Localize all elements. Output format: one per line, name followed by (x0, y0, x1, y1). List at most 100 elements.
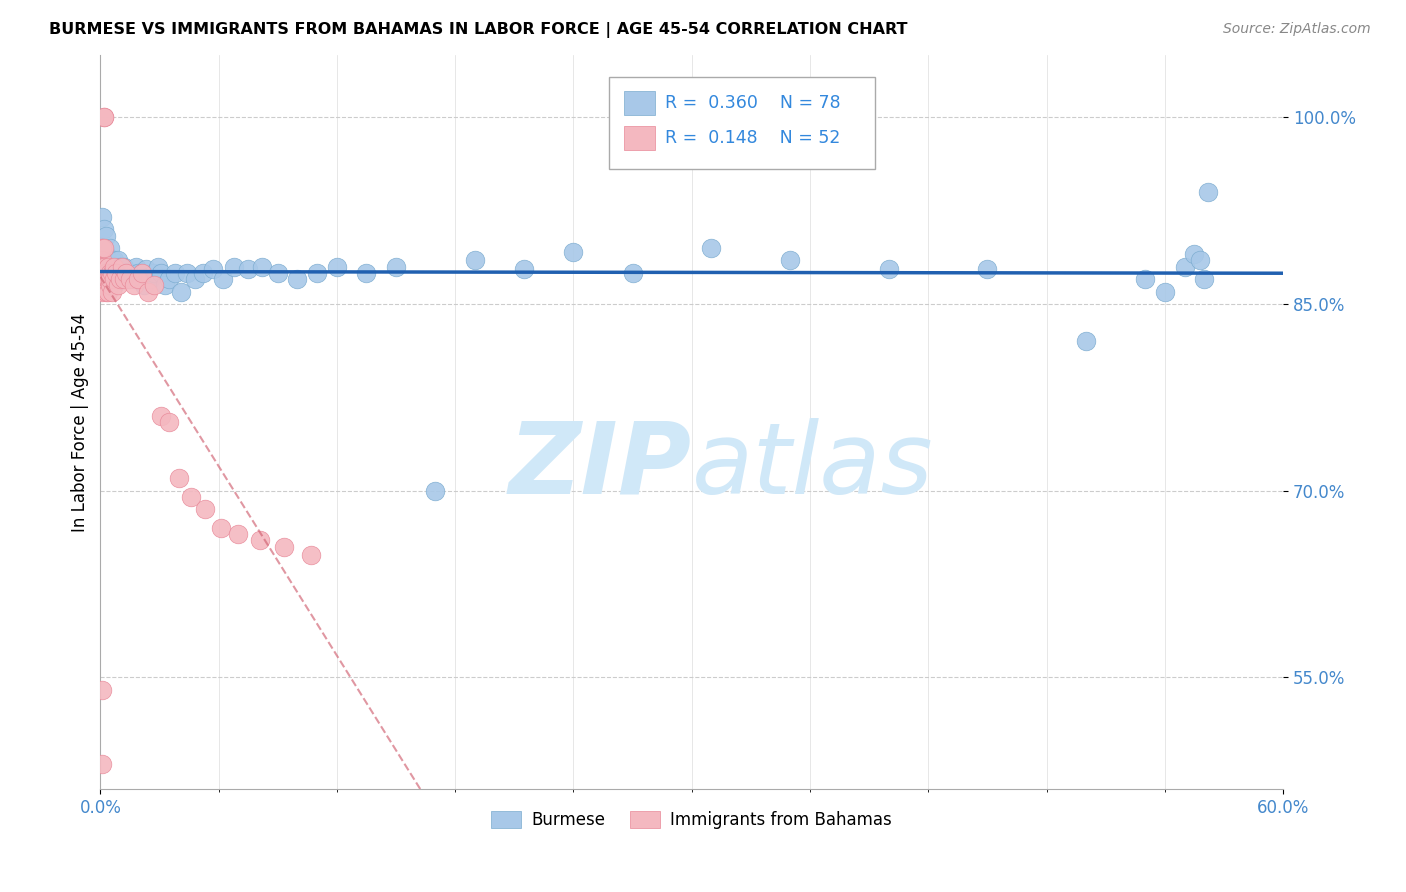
Point (1194, 272, 1216, 286)
Point (779, 253, 801, 268)
Point (98, 278, 121, 293)
Point (209, 521, 232, 535)
Point (700, 241, 723, 255)
Point (98, 266, 121, 280)
Point (96, 266, 118, 280)
Point (93, 111, 115, 125)
Point (93, 272, 115, 286)
FancyBboxPatch shape (624, 127, 655, 150)
Point (117, 272, 139, 286)
Point (1174, 260, 1197, 274)
Y-axis label: In Labor Force | Age 45-54: In Labor Force | Age 45-54 (72, 313, 89, 532)
Point (131, 266, 153, 280)
Text: Source: ZipAtlas.com: Source: ZipAtlas.com (1223, 22, 1371, 37)
Point (157, 415, 180, 429)
Point (107, 266, 129, 280)
Point (118, 272, 141, 286)
Point (91, 253, 114, 268)
Point (157, 272, 180, 286)
Point (249, 533, 271, 548)
Point (97, 272, 120, 286)
Point (111, 266, 134, 280)
Point (621, 266, 644, 280)
Point (105, 266, 128, 280)
Point (103, 260, 125, 274)
Point (1197, 185, 1219, 199)
Point (108, 260, 131, 274)
Point (976, 262, 998, 277)
Point (201, 262, 224, 277)
Point (238, 262, 260, 277)
Point (125, 260, 148, 274)
Point (91, 247, 114, 261)
Point (101, 272, 124, 286)
Point (96, 272, 118, 286)
Point (96, 285, 118, 299)
Point (356, 266, 378, 280)
Point (267, 266, 290, 280)
Point (142, 266, 165, 280)
Point (103, 266, 125, 280)
Point (273, 540, 295, 554)
Point (127, 272, 149, 286)
Point (91, 241, 114, 255)
Point (97, 260, 120, 274)
Point (93, 278, 115, 293)
Point (91, 682, 114, 697)
Point (155, 278, 177, 293)
Point (122, 278, 145, 293)
Point (112, 272, 135, 286)
Point (136, 269, 159, 284)
Point (93, 260, 115, 274)
Point (128, 272, 150, 286)
Point (108, 272, 131, 286)
Point (115, 266, 138, 280)
Point (299, 549, 322, 563)
Point (121, 266, 143, 280)
Point (91, 757, 114, 772)
Point (103, 253, 125, 268)
Point (105, 272, 128, 286)
Point (1074, 334, 1097, 349)
Point (118, 266, 141, 280)
Point (135, 262, 157, 277)
Point (191, 266, 214, 280)
Point (91, 272, 114, 286)
FancyBboxPatch shape (609, 78, 875, 169)
Point (287, 272, 309, 286)
Point (122, 272, 145, 286)
Point (150, 266, 173, 280)
Point (165, 266, 187, 280)
Point (108, 272, 131, 286)
Point (91, 260, 114, 274)
Point (93, 241, 115, 255)
Point (93, 241, 115, 255)
Point (136, 285, 159, 299)
Point (211, 272, 233, 286)
Text: ZIP: ZIP (509, 417, 692, 515)
Point (250, 260, 273, 274)
Point (101, 253, 124, 268)
Point (107, 278, 129, 293)
Point (98, 260, 121, 274)
Text: R =  0.360    N = 78: R = 0.360 N = 78 (665, 94, 841, 112)
Point (142, 278, 165, 293)
Text: BURMESE VS IMMIGRANTS FROM BAHAMAS IN LABOR FORCE | AGE 45-54 CORRELATION CHART: BURMESE VS IMMIGRANTS FROM BAHAMAS IN LA… (49, 22, 908, 38)
Legend: Burmese, Immigrants from Bahamas: Burmese, Immigrants from Bahamas (485, 805, 898, 836)
Point (307, 266, 329, 280)
Point (97, 253, 120, 268)
Point (1184, 247, 1206, 261)
Point (103, 278, 125, 293)
Point (224, 260, 246, 274)
Point (1189, 253, 1212, 268)
Point (107, 253, 129, 268)
Point (138, 272, 160, 286)
Point (112, 260, 135, 274)
Point (96, 247, 118, 261)
Point (194, 502, 217, 516)
Point (170, 285, 193, 299)
Point (96, 266, 118, 280)
Point (562, 244, 585, 259)
FancyBboxPatch shape (624, 91, 655, 114)
Point (91, 210, 114, 224)
